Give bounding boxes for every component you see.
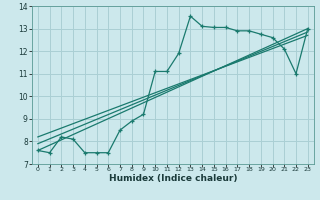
X-axis label: Humidex (Indice chaleur): Humidex (Indice chaleur) — [108, 174, 237, 183]
